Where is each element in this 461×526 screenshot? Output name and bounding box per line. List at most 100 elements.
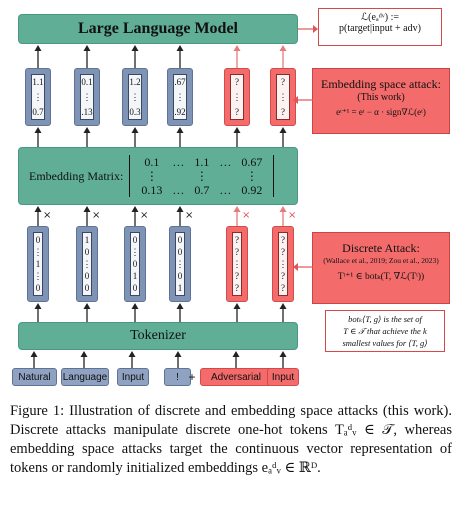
embedding-vector-values: ? ⋮? <box>230 74 244 120</box>
tokenizer-block: Tokenizer <box>18 322 298 350</box>
embedding-vector-values: 1.2 ⋮ 0.3 <box>128 74 142 120</box>
matrix-cell: … <box>219 183 232 197</box>
embedding-value: 0.3 <box>129 107 141 117</box>
onehot-vector-values: 1 0 ⋮ 0 0 <box>82 232 92 296</box>
arrow-to-matrix-head <box>83 206 91 212</box>
onehot-value: ⋮ <box>33 271 43 281</box>
onehot-vector: 0 ⋮ 0 1 0 <box>124 226 146 302</box>
tokenizer-to-onehot-arrows <box>34 303 287 322</box>
times-sign: × <box>288 210 296 221</box>
embedding-value: 1.1 <box>32 77 44 87</box>
arrow-to-matrix-head <box>34 206 42 212</box>
embedding-vector-values: ? ⋮? <box>276 74 290 120</box>
times-sign: × <box>92 210 100 221</box>
times-sign: × <box>242 210 250 221</box>
plus-sign: + <box>188 370 196 384</box>
arrow-matrix-out-head <box>83 127 91 133</box>
matrix-cell <box>214 169 236 183</box>
tokenizer-title: Tokenizer <box>130 328 186 343</box>
matrix-cell: ⋮ <box>145 169 158 183</box>
arrow-to-llm-head <box>131 45 139 51</box>
discrete-attack-citation: (Wallace et al., 2019; Zou et al., 2023) <box>323 256 439 265</box>
onehot-value: ⋮ <box>130 247 140 257</box>
onehot-value: ? <box>235 283 239 293</box>
arrow-matrix-out-head <box>233 127 241 133</box>
embedding-vector-values: 1.1 ⋮ 0.7 <box>31 74 45 120</box>
arrow-matrix-out-head <box>279 127 287 133</box>
arrow-to-matrix-head <box>131 206 139 212</box>
onehot-value: 0 <box>177 271 183 281</box>
matrix-cell: … <box>219 155 232 169</box>
arrow-to-tokenizer-head <box>128 351 136 357</box>
onehot-to-matrix-arrows: × × × × × × <box>34 206 296 226</box>
onehot-vector-values: 0 0 ⋮ 0 1 <box>175 232 185 296</box>
input-token: Input <box>267 368 299 386</box>
embedding-value: ⋮ <box>232 92 242 102</box>
onehot-value: 0 <box>84 283 90 293</box>
arrow-from-tokenizer-head <box>131 303 139 309</box>
onehot-value: ⋮ <box>278 259 288 269</box>
llm-to-loss-arrow <box>298 25 318 33</box>
matrix-cell: 0.7 <box>194 183 210 197</box>
llm-block: Large Language Model <box>18 14 298 44</box>
arrow-to-tokenizer-head <box>174 351 182 357</box>
arrow-from-tokenizer-head <box>233 303 241 309</box>
embedding-value: .92 <box>174 107 186 117</box>
onehot-value: 0 <box>35 235 41 245</box>
botk-line-2: T ∈ 𝒯 that achieve the k <box>343 326 427 336</box>
input-token: Input <box>117 368 149 386</box>
matrix-row: 0.1 … 1.1 … 0.67 <box>136 155 267 169</box>
arrow-to-matrix-head <box>279 206 287 212</box>
onehot-value: 0 <box>35 283 41 293</box>
onehot-value: ? <box>235 271 239 281</box>
onehot-value: 0 <box>84 271 90 281</box>
times-sign: × <box>43 210 51 221</box>
embedding-value: ⋮ <box>82 92 92 102</box>
embedding-value: .13 <box>81 107 93 117</box>
matrix-cell <box>167 169 189 183</box>
matrix-to-embedding-arrows <box>34 127 287 147</box>
note-arrow-top <box>293 96 313 104</box>
onehot-value: 1 <box>177 283 183 293</box>
arrow-from-tokenizer-head <box>279 303 287 309</box>
tokens-to-tokenizer-arrows <box>30 351 287 368</box>
embedding-vector: ? ⋮? <box>224 68 250 126</box>
discrete-attack-formula: Tᵗ⁺¹ ∈ botₖ(T, ∇ℒ(Tᵗ)) <box>337 272 425 282</box>
embedding-matrix-values: 0.1… 1.1… 0.67 ⋮ ⋮ ⋮ 0.13… 0.7… 0.92 <box>129 155 275 197</box>
arrow-to-llm-head <box>34 45 42 51</box>
discrete-attack-title: Discrete Attack: <box>342 241 420 255</box>
onehot-vector: ?? ⋮?? <box>272 226 294 302</box>
embedding-attack-formula: eᵗ⁺¹ = eᵗ − α · sign∇ℒ(eᵗ) <box>336 107 426 117</box>
onehot-value: 1 <box>132 271 138 281</box>
onehot-value: 0 <box>177 247 183 257</box>
onehot-vector-values: 0 ⋮ 0 1 0 <box>130 232 140 296</box>
arrow-to-matrix-head <box>233 206 241 212</box>
arrow-from-tokenizer-head <box>83 303 91 309</box>
loss-box: ℒ(eₐᵈᵛ) := p(target|input + adv) <box>318 8 442 46</box>
matrix-cell: ⋮ <box>245 169 258 183</box>
arrow-to-tokenizer-head <box>232 351 240 357</box>
input-token: ! <box>164 368 191 386</box>
arrow-matrix-out-head <box>131 127 139 133</box>
times-sign: × <box>185 210 193 221</box>
onehot-value: 0 <box>132 283 138 293</box>
embedding-value: 0.1 <box>81 77 93 87</box>
arrow-to-tokenizer-head <box>279 351 287 357</box>
matrix-row: ⋮ ⋮ ⋮ <box>136 169 267 183</box>
embedding-vector-values: .67 ⋮ .92 <box>173 74 187 120</box>
embedding-to-llm-arrows <box>34 45 287 68</box>
embedding-value: ? <box>235 107 239 117</box>
input-token: Natural <box>12 368 57 386</box>
embedding-value: ? <box>281 107 285 117</box>
loss-line-2: p(target|input + adv) <box>339 23 421 34</box>
loss-line-1: ℒ(eₐᵈᵛ) := <box>360 12 399 23</box>
embedding-value: ? <box>235 77 239 87</box>
arrow-to-llm-head <box>176 45 184 51</box>
arrow-from-tokenizer-head <box>176 303 184 309</box>
embedding-value: .67 <box>174 77 186 87</box>
matrix-cell: … <box>172 183 185 197</box>
embedding-value: ⋮ <box>278 92 288 102</box>
onehot-vector: 0 ⋮ 1 ⋮ 0 <box>27 226 49 302</box>
arrow-to-llm-head <box>233 45 241 51</box>
onehot-value: 0 <box>84 247 90 257</box>
